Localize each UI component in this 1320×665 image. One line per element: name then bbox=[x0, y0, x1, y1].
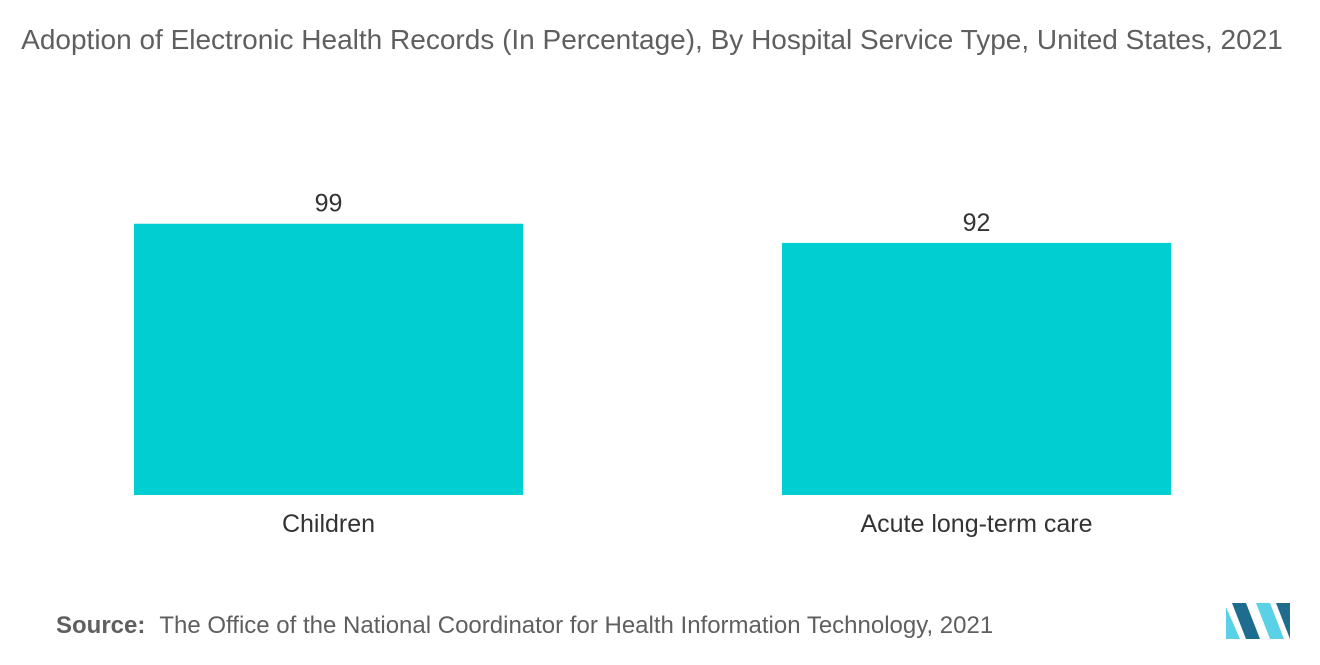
data-label: 92 bbox=[963, 209, 991, 237]
chart-title: Adoption of Electronic Health Records (I… bbox=[21, 24, 1283, 55]
source-text: The Office of the National Coordinator f… bbox=[159, 612, 994, 639]
mordor-intelligence-logo-icon bbox=[1226, 603, 1290, 639]
bar-acute-long-term-care bbox=[782, 242, 1171, 495]
source-label: Source: bbox=[56, 612, 146, 639]
source-line: Source: The Office of the National Coordi… bbox=[56, 612, 993, 640]
x-tick-label: Children bbox=[282, 510, 375, 538]
x-tick-label: Acute long-term care bbox=[860, 510, 1092, 538]
bar-children bbox=[134, 223, 523, 496]
bar-chart: 99 Children 92 Acute long-term care bbox=[134, 190, 1171, 538]
data-label: 99 bbox=[315, 190, 343, 218]
